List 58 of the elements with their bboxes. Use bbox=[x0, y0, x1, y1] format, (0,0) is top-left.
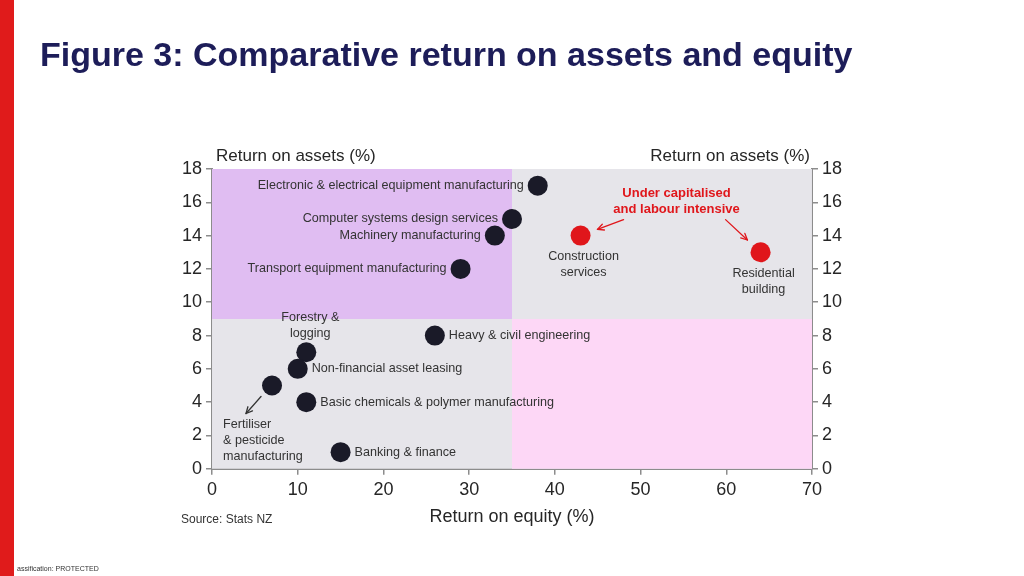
x-tick-label: 20 bbox=[373, 478, 394, 499]
x-tick-label: 40 bbox=[544, 478, 565, 499]
x-tick-label: 70 bbox=[801, 478, 822, 499]
y2-axis-title: Return on assets (%) bbox=[650, 146, 810, 165]
annotation: Machinery manufacturing bbox=[339, 228, 481, 243]
x-tick-label: 50 bbox=[630, 478, 651, 499]
point bbox=[330, 442, 351, 463]
y-axis-title: Return on assets (%) bbox=[216, 146, 376, 165]
source-note: Source: Stats NZ bbox=[181, 512, 273, 527]
point bbox=[296, 342, 317, 363]
point bbox=[296, 392, 317, 413]
y-tick-label: 12 bbox=[181, 257, 203, 278]
x-tick-label: 60 bbox=[716, 478, 737, 499]
y2-tick-label: 6 bbox=[821, 357, 832, 378]
y-tick-label: 0 bbox=[192, 457, 203, 478]
y-tick-label: 6 bbox=[192, 357, 203, 378]
y2-tick-label: 16 bbox=[821, 191, 843, 212]
x-tick-label: 0 bbox=[207, 478, 218, 499]
point bbox=[424, 325, 445, 346]
y-tick-label: 16 bbox=[181, 191, 203, 212]
point bbox=[484, 225, 505, 246]
y2-tick-label: 18 bbox=[821, 157, 843, 178]
annotation: Forestry & logging bbox=[281, 309, 340, 340]
x-tick-label: 10 bbox=[287, 478, 308, 499]
y2-tick-label: 14 bbox=[821, 224, 843, 245]
annotation: Construction services bbox=[548, 249, 619, 280]
point bbox=[287, 358, 308, 379]
y-tick-label: 2 bbox=[192, 424, 203, 445]
point bbox=[570, 225, 591, 246]
annotation: Computer systems design services bbox=[302, 211, 498, 226]
annotation: Transport equipment manufacturing bbox=[247, 261, 447, 276]
y-tick-label: 14 bbox=[181, 224, 203, 245]
x-axis-title: Return on equity (%) bbox=[429, 506, 595, 527]
y2-tick-label: 0 bbox=[821, 457, 832, 478]
annotation: Basic chemicals & polymer manufacturing bbox=[320, 394, 555, 409]
y2-tick-label: 10 bbox=[821, 291, 843, 312]
y-tick-label: 10 bbox=[181, 291, 203, 312]
annotation: Heavy & civil engineering bbox=[448, 328, 591, 343]
y2-tick-label: 12 bbox=[821, 257, 843, 278]
y-tick-label: 4 bbox=[192, 391, 203, 412]
point bbox=[750, 242, 771, 263]
chart-title: Figure 3: Comparative return on assets and equity bbox=[40, 35, 853, 74]
annotation: Residential building bbox=[732, 265, 795, 296]
y2-tick-label: 4 bbox=[821, 391, 832, 412]
annotation: Banking & finance bbox=[354, 444, 457, 459]
y2-tick-label: 2 bbox=[821, 424, 832, 445]
y2-tick-label: 8 bbox=[821, 324, 832, 345]
annotation: Under capitalised and labour intensive bbox=[613, 185, 740, 217]
x-tick-label: 30 bbox=[459, 478, 480, 499]
y-tick-label: 8 bbox=[192, 324, 203, 345]
annotation: Electronic & electrical equipment manufacturing bbox=[257, 178, 524, 193]
annotation: Fertiliser & pesticide manufacturing bbox=[223, 417, 303, 464]
annotation: Non-financial asset leasing bbox=[311, 361, 463, 376]
point bbox=[262, 375, 283, 396]
y-tick-label: 18 bbox=[181, 157, 203, 178]
point bbox=[450, 258, 471, 279]
point bbox=[527, 175, 548, 196]
point bbox=[502, 208, 522, 229]
